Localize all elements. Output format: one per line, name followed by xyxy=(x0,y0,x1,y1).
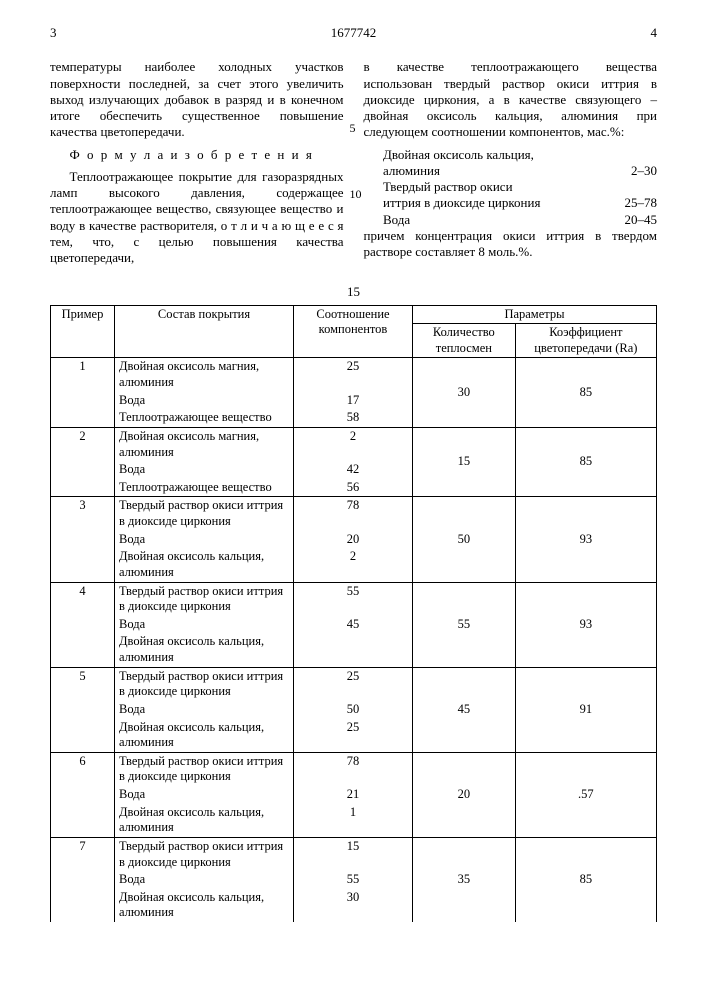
line-marker-10: 10 xyxy=(350,187,362,202)
cell-composition: Двойная оксисоль кальция, алюминия xyxy=(115,548,294,582)
cell-ratio: 2 xyxy=(294,548,413,582)
cell-thermo: 15 xyxy=(413,427,516,497)
comp3: Вода 20–45 xyxy=(383,212,657,228)
cell-thermo: 30 xyxy=(413,358,516,428)
cell-ratio: 21 xyxy=(294,786,413,804)
th-ratio: Соотношение компонентов xyxy=(294,305,413,358)
cell-composition: Теплоотражающее вещество xyxy=(115,409,294,427)
cell-composition: Вода xyxy=(115,531,294,549)
cell-composition: Двойная оксисоль кальция, алюминия xyxy=(115,804,294,838)
cell-thermo: 50 xyxy=(413,497,516,582)
comp1-line1: Двойная оксисоль кальция, xyxy=(383,147,657,163)
cell-example-num: 3 xyxy=(51,497,115,582)
page-number-right: 4 xyxy=(651,25,658,41)
table-row: 6Твердый раствор окиси иттрия в диоксиде… xyxy=(51,752,657,786)
table-row: 2Двойная оксисоль магния, алюминия21585 xyxy=(51,427,657,461)
formula-title: Ф о р м у л а и з о б р е т е н и я xyxy=(50,147,344,163)
cell-composition: Двойная оксисоль кальция, алюминия xyxy=(115,633,294,667)
cell-ratio: 50 xyxy=(294,701,413,719)
cell-ratio xyxy=(294,633,413,667)
table-row: 5Твердый раствор окиси иттрия в диоксиде… xyxy=(51,667,657,701)
cell-composition: Твердый раствор окиси иттрия в диоксиде … xyxy=(115,582,294,616)
cell-ratio: 55 xyxy=(294,582,413,616)
table-row: 3Твердый раствор окиси иттрия в диоксиде… xyxy=(51,497,657,531)
cell-ratio: 2 xyxy=(294,427,413,461)
table-body: 1Двойная оксисоль магния, алюминия253085… xyxy=(51,358,657,922)
th-composition: Состав покрытия xyxy=(115,305,294,358)
left-p1: температуры наиболее холодных участков п… xyxy=(50,59,344,140)
cell-ratio: 25 xyxy=(294,358,413,392)
cell-composition: Вода xyxy=(115,786,294,804)
cell-example-num: 7 xyxy=(51,837,115,922)
th-ra: Коэффициент цветопередачи (Ra) xyxy=(515,324,656,358)
cell-composition: Двойная оксисоль кальция, алюминия xyxy=(115,889,294,922)
line-marker-15: 15 xyxy=(50,284,657,300)
cell-composition: Двойная оксисоль кальция, алюминия xyxy=(115,719,294,753)
doc-number: 1677742 xyxy=(331,25,377,41)
cell-ra: 93 xyxy=(515,582,656,667)
cell-ratio: 25 xyxy=(294,719,413,753)
right-p2: причем концентрация окиси иттрия в тверд… xyxy=(364,228,658,261)
cell-composition: Теплоотражающее вещество xyxy=(115,479,294,497)
data-table: Пример Состав покрытия Соотношение компо… xyxy=(50,305,657,923)
cell-example-num: 5 xyxy=(51,667,115,752)
cell-ratio: 30 xyxy=(294,889,413,922)
text-columns: температуры наиболее холодных участков п… xyxy=(50,59,657,272)
cell-ra: .57 xyxy=(515,752,656,837)
cell-example-num: 6 xyxy=(51,752,115,837)
cell-composition: Твердый раствор окиси иттрия в диоксиде … xyxy=(115,837,294,871)
line-marker-5: 5 xyxy=(350,121,356,136)
cell-ra: 91 xyxy=(515,667,656,752)
table-row: 4Твердый раствор окиси иттрия в диоксиде… xyxy=(51,582,657,616)
cell-ratio: 78 xyxy=(294,752,413,786)
cell-ra: 85 xyxy=(515,358,656,428)
cell-ratio: 42 xyxy=(294,461,413,479)
cell-ratio: 45 xyxy=(294,616,413,634)
cell-composition: Твердый раствор окиси иттрия в диоксиде … xyxy=(115,497,294,531)
left-column: температуры наиболее холодных участков п… xyxy=(50,59,344,272)
cell-thermo: 45 xyxy=(413,667,516,752)
cell-ratio: 1 xyxy=(294,804,413,838)
cell-composition: Вода xyxy=(115,461,294,479)
page-number-left: 3 xyxy=(50,25,57,41)
cell-ra: 93 xyxy=(515,497,656,582)
cell-composition: Вода xyxy=(115,871,294,889)
cell-ratio: 55 xyxy=(294,871,413,889)
cell-ra: 85 xyxy=(515,837,656,922)
cell-example-num: 4 xyxy=(51,582,115,667)
cell-ratio: 78 xyxy=(294,497,413,531)
cell-composition: Вода xyxy=(115,701,294,719)
cell-thermo: 20 xyxy=(413,752,516,837)
cell-ratio: 25 xyxy=(294,667,413,701)
cell-example-num: 2 xyxy=(51,427,115,497)
cell-composition: Твердый раствор окиси иттрия в диоксиде … xyxy=(115,667,294,701)
table-row: 1Двойная оксисоль магния, алюминия253085 xyxy=(51,358,657,392)
cell-thermo: 35 xyxy=(413,837,516,922)
cell-ratio: 15 xyxy=(294,837,413,871)
left-p2: Теплоотражающее покрытие для газоразрядн… xyxy=(50,169,344,267)
comp1-line2: алюминия 2–30 xyxy=(383,163,657,179)
table-row: 7Твердый раствор окиси иттрия в диоксиде… xyxy=(51,837,657,871)
page-header: 3 1677742 4 xyxy=(50,25,657,41)
cell-ratio: 56 xyxy=(294,479,413,497)
th-thermo: Количество теплосмен xyxy=(413,324,516,358)
cell-composition: Двойная оксисоль магния, алюминия xyxy=(115,427,294,461)
cell-ra: 85 xyxy=(515,427,656,497)
cell-ratio: 20 xyxy=(294,531,413,549)
cell-composition: Твердый раствор окиси иттрия в диоксиде … xyxy=(115,752,294,786)
comp2-line2: иттрия в диоксиде циркония 25–78 xyxy=(383,195,657,211)
cell-example-num: 1 xyxy=(51,358,115,428)
right-p1: в качестве теплоотражающего вещества исп… xyxy=(364,59,658,140)
components-list: Двойная оксисоль кальция, алюминия 2–30 … xyxy=(364,147,658,228)
cell-ratio: 17 xyxy=(294,392,413,410)
th-example: Пример xyxy=(51,305,115,358)
comp2-line1: Твердый раствор окиси xyxy=(383,179,657,195)
th-params: Параметры xyxy=(413,305,657,324)
cell-composition: Вода xyxy=(115,392,294,410)
cell-composition: Вода xyxy=(115,616,294,634)
cell-thermo: 55 xyxy=(413,582,516,667)
cell-composition: Двойная оксисоль магния, алюминия xyxy=(115,358,294,392)
right-column: 5 10 в качестве теплоотражающего веществ… xyxy=(364,59,658,272)
cell-ratio: 58 xyxy=(294,409,413,427)
